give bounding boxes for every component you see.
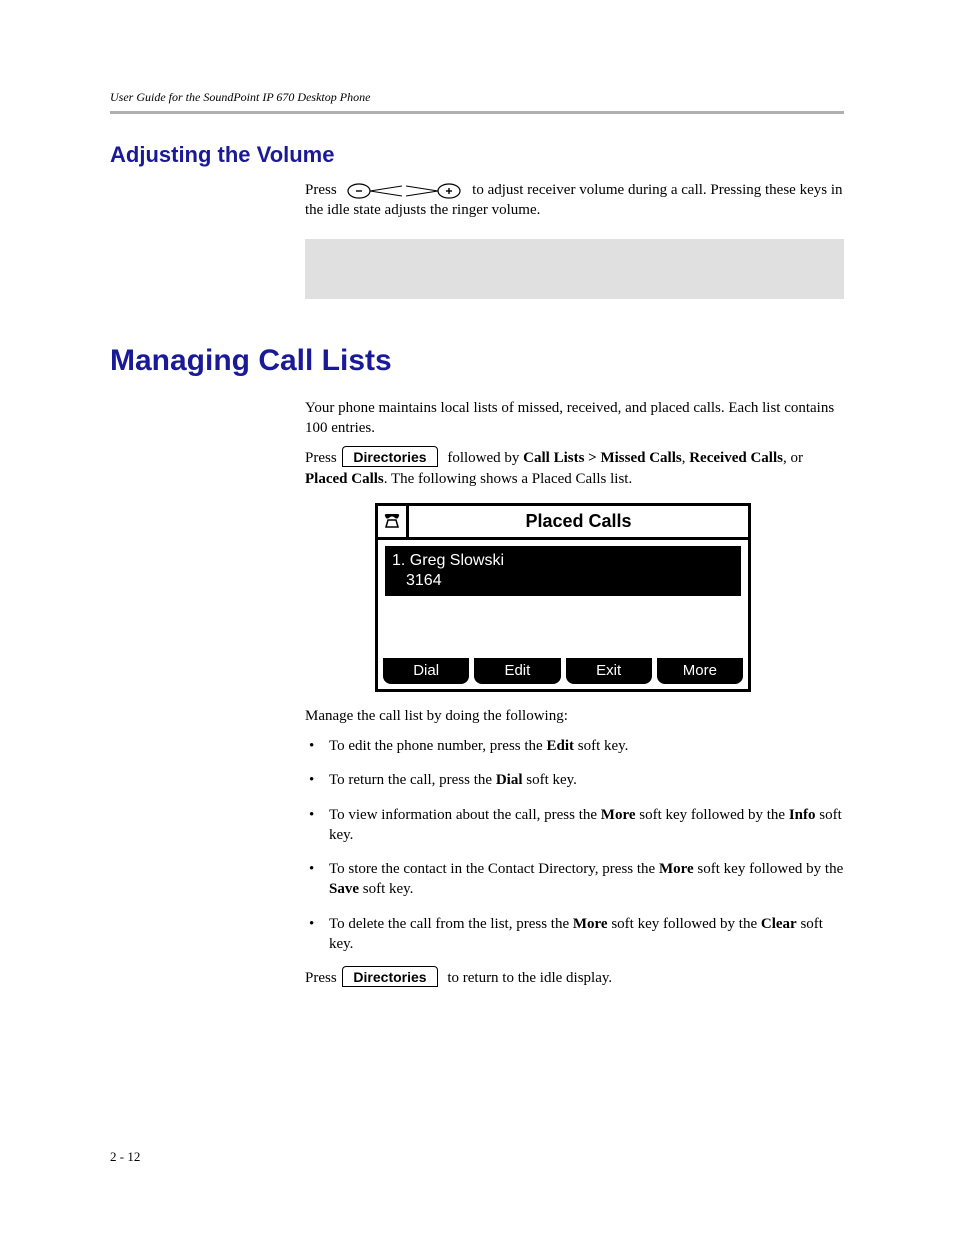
nav-path: Placed Calls xyxy=(305,471,384,487)
nav-path: Call Lists > Missed Calls xyxy=(523,450,682,466)
entry-name: 1. Greg Slowski xyxy=(392,551,734,571)
text: Press xyxy=(305,450,337,466)
press-directories-return: Press Directories to return to the idle … xyxy=(305,968,844,989)
softkey-name: More xyxy=(573,916,608,932)
text: soft key. xyxy=(522,772,576,788)
text: to return to the idle display. xyxy=(447,970,612,986)
text: To store the contact in the Contact Dire… xyxy=(329,861,659,877)
screen-title: Placed Calls xyxy=(409,506,748,536)
directories-button-icon: Directories xyxy=(342,966,437,987)
volume-keys-icon xyxy=(344,182,464,200)
handset-icon xyxy=(378,506,409,536)
text: To delete the call from the list, press … xyxy=(329,916,573,932)
heading-managing-call-lists: Managing Call Lists xyxy=(110,344,844,378)
entry-number: 3164 xyxy=(392,571,734,591)
heading-adjusting-volume: Adjusting the Volume xyxy=(110,142,844,168)
text: To view information about the call, pres… xyxy=(329,807,601,823)
text: . The following shows a Placed Calls lis… xyxy=(384,471,632,487)
text: To return the call, press the xyxy=(329,772,496,788)
directories-button-icon: Directories xyxy=(342,446,437,467)
softkey-more: More xyxy=(657,658,743,684)
manage-intro: Manage the call list by doing the follow… xyxy=(305,706,844,726)
header-rule xyxy=(110,111,844,114)
note-placeholder-box xyxy=(305,239,844,299)
softkey-name: More xyxy=(601,807,636,823)
softkey-name: Clear xyxy=(761,916,797,932)
softkey-name: Dial xyxy=(496,772,523,788)
text: Press xyxy=(305,970,337,986)
list-item: To store the contact in the Contact Dire… xyxy=(305,859,844,900)
list-item: To return the call, press the Dial soft … xyxy=(305,770,844,790)
softkey-name: Edit xyxy=(546,738,574,754)
section2-body: Your phone maintains local lists of miss… xyxy=(305,398,844,989)
text: followed by xyxy=(447,450,523,466)
softkey-row: Dial Edit Exit More xyxy=(378,658,748,689)
softkey-dial: Dial xyxy=(383,658,469,684)
list-item: To view information about the call, pres… xyxy=(305,805,844,846)
softkey-edit: Edit xyxy=(474,658,560,684)
intro-paragraph: Your phone maintains local lists of miss… xyxy=(305,398,844,439)
softkey-name: Info xyxy=(789,807,816,823)
phone-screen-placed-calls: Placed Calls 1. Greg Slowski 3164 Dial E… xyxy=(375,503,751,692)
list-item: To edit the phone number, press the Edit… xyxy=(305,736,844,756)
softkey-name: More xyxy=(659,861,694,877)
bullet-list: To edit the phone number, press the Edit… xyxy=(305,736,844,954)
text: soft key. xyxy=(359,881,413,897)
section1-body: Press to adjust receiver volume during a… xyxy=(305,180,844,221)
screen-body: 1. Greg Slowski 3164 xyxy=(378,540,748,658)
text: To edit the phone number, press the xyxy=(329,738,546,754)
running-header: User Guide for the SoundPoint IP 670 Des… xyxy=(110,90,844,105)
text: soft key followed by the xyxy=(608,916,761,932)
text: , or xyxy=(783,450,803,466)
text: Press xyxy=(305,182,340,198)
page-number: 2 - 12 xyxy=(110,1149,140,1165)
nav-path: Received Calls xyxy=(689,450,783,466)
softkey-exit: Exit xyxy=(566,658,652,684)
softkey-name: Save xyxy=(329,881,359,897)
text: soft key. xyxy=(574,738,628,754)
press-directories-paragraph: Press Directories followed by Call Lists… xyxy=(305,448,844,489)
call-list-entry-selected: 1. Greg Slowski 3164 xyxy=(385,546,741,596)
text: soft key followed by the xyxy=(694,861,844,877)
screen-title-row: Placed Calls xyxy=(378,506,748,539)
list-item: To delete the call from the list, press … xyxy=(305,914,844,955)
text: soft key followed by the xyxy=(636,807,789,823)
